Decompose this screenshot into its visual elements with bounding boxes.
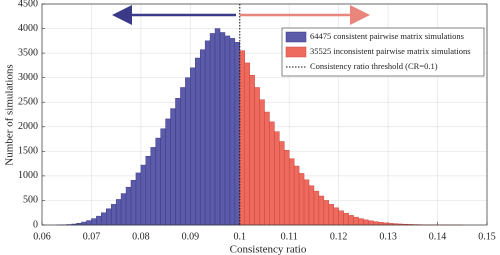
legend-label: 64475 consistent pairwise matrix simulat…: [310, 31, 464, 41]
bar: [155, 137, 161, 226]
bar: [269, 121, 275, 226]
bar: [358, 218, 364, 226]
bar: [125, 186, 132, 226]
bar: [190, 67, 196, 226]
bar: [180, 87, 186, 226]
bar: [298, 173, 305, 226]
y-tick-label: 2500: [18, 97, 38, 108]
bar: [293, 165, 300, 226]
bar: [110, 204, 117, 226]
bar: [288, 158, 295, 226]
bar: [101, 212, 107, 226]
x-tick-label: 0.11: [281, 231, 298, 242]
y-axis-label: Number of simulations: [4, 64, 16, 165]
bar: [214, 28, 221, 226]
y-tick-label: 4000: [18, 23, 38, 34]
bar: [195, 57, 201, 226]
bar: [254, 87, 260, 226]
x-tick-label: 0.06: [33, 231, 51, 242]
bar: [145, 155, 152, 226]
y-tick-label: 3000: [18, 72, 38, 83]
bar: [219, 32, 226, 226]
bar: [338, 210, 344, 226]
bar: [279, 141, 285, 226]
bar: [274, 131, 280, 226]
bar: [373, 221, 379, 226]
bar: [328, 204, 334, 226]
bar: [363, 219, 369, 226]
bar: [91, 218, 97, 226]
legend-swatch: [285, 31, 307, 43]
bar: [224, 35, 231, 226]
bar: [120, 193, 127, 226]
x-tick-label: 0.14: [429, 231, 447, 242]
bar: [115, 199, 122, 226]
y-tick-label: 4500: [18, 0, 38, 9]
bar: [303, 179, 310, 226]
x-tick-label: 0.07: [83, 231, 101, 242]
bar: [229, 38, 236, 226]
x-tick-label: 0.12: [330, 231, 348, 242]
bar: [353, 216, 359, 226]
bar: [150, 147, 156, 226]
bar: [209, 33, 216, 226]
bar: [135, 172, 142, 226]
bar: [323, 200, 330, 226]
bar: [318, 195, 325, 226]
bar: [343, 212, 349, 226]
x-tick-label: 0.1: [234, 231, 247, 242]
y-tick-label: 0: [33, 219, 38, 230]
bar: [96, 215, 102, 226]
bar: [244, 62, 250, 226]
bar: [175, 98, 181, 226]
bar: [284, 150, 290, 226]
legend-label: 35525 inconsistent pairwise matrix simul…: [310, 46, 471, 56]
bar: [170, 108, 176, 226]
bar: [249, 74, 255, 226]
bar: [204, 40, 211, 226]
bar: [130, 180, 137, 226]
bar: [377, 222, 384, 226]
x-tick-label: 0.09: [182, 231, 200, 242]
bar: [165, 118, 171, 226]
bar: [333, 207, 339, 226]
bar: [81, 221, 87, 226]
y-tick-label: 2000: [18, 121, 38, 132]
x-tick-label: 0.08: [132, 231, 150, 242]
bar: [368, 220, 374, 226]
y-tick-label: 500: [23, 195, 38, 206]
bar: [199, 49, 206, 226]
bar: [308, 185, 315, 226]
y-tick-label: 1500: [18, 146, 38, 157]
y-tick-label: 1000: [18, 170, 38, 181]
bar: [348, 215, 354, 226]
bar: [239, 50, 245, 226]
legend: 64475 consistent pairwise matrix simulat…: [281, 27, 485, 77]
bar: [86, 220, 92, 226]
bar: [140, 164, 147, 226]
x-tick-label: 0.15: [478, 231, 496, 242]
x-axis-label: Consistency ratio: [230, 244, 307, 255]
y-tick-label: 3500: [18, 47, 38, 58]
legend-label: Consistency ratio threshold (CR=0.1): [310, 61, 438, 71]
bar: [185, 77, 191, 226]
legend-box: [281, 27, 485, 77]
bar: [259, 99, 265, 226]
plot-area: 0.06 0.07 0.08 0.09 0.1 0.11 0.12 0.13 0.14 0.15 0…: [18, 0, 496, 242]
legend-swatch: [285, 46, 307, 58]
x-tick-label: 0.13: [379, 231, 397, 242]
bar: [234, 42, 241, 226]
bar: [313, 190, 320, 226]
bar: [106, 208, 112, 226]
bar: [160, 128, 166, 226]
bar: [264, 111, 270, 226]
plot-frame: [41, 3, 488, 226]
